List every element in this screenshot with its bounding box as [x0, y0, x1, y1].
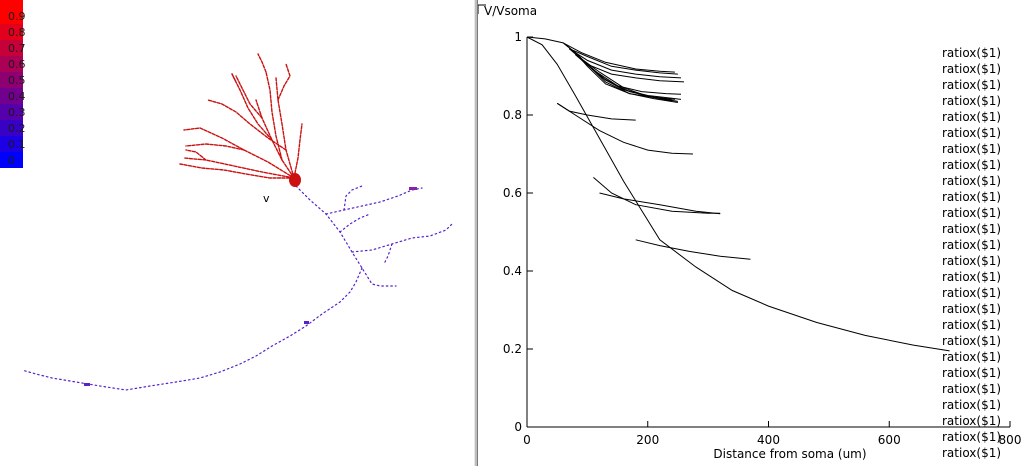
chart-legend: ratiox($1) ratiox($1) ratiox($1) ratiox($1)… — [942, 46, 1001, 460]
color-scale-label: 0.2 — [8, 122, 26, 135]
legend-entry: ratiox($1) — [942, 206, 1001, 220]
series-line-13 — [562, 42, 675, 73]
series-line-1 — [526, 36, 950, 352]
x-tick-label: 200 — [636, 433, 659, 447]
legend-entry: ratiox($1) — [942, 350, 1001, 364]
series-line-11 — [569, 48, 682, 79]
color-scale-swatch — [0, 24, 23, 40]
color-scale-label: 0.8 — [8, 26, 26, 39]
chart-series — [526, 36, 950, 352]
y-tick-label: 0.6 — [503, 186, 522, 200]
x-tick-label: 0 — [523, 433, 531, 447]
color-scale-swatch — [0, 56, 23, 72]
legend-entry: ratiox($1) — [942, 254, 1001, 268]
legend-entry: ratiox($1) — [942, 318, 1001, 332]
legend-entry: ratiox($1) — [942, 222, 1001, 236]
series-line-17 — [578, 56, 672, 102]
legend-entry: ratiox($1) — [942, 46, 1001, 60]
legend-entry: ratiox($1) — [942, 430, 1001, 444]
color-scale-label: 0 — [8, 154, 15, 167]
color-scale-swatch — [0, 40, 23, 56]
graph-panel[interactable]: V/Vsoma 0 200 400 600 800 0 0.2 0.4 0.6 0.8 1 rati… — [477, 0, 1036, 466]
legend-entry: ratiox($1) — [942, 126, 1001, 140]
chart-frame — [477, 4, 486, 14]
series-line-3 — [593, 177, 721, 214]
color-scale-swatch — [0, 88, 23, 104]
color-scale-label: 0.9 — [8, 10, 26, 23]
legend-entry: ratiox($1) — [942, 398, 1001, 412]
y-tick-label: 0 — [514, 420, 522, 434]
variable-label: v — [263, 192, 270, 205]
series-line-9 — [574, 52, 678, 103]
color-scale-label: 0.5 — [8, 74, 26, 87]
legend-entry: ratiox($1) — [942, 366, 1001, 380]
color-scale-swatch — [0, 136, 23, 152]
panel-divider[interactable] — [474, 0, 478, 466]
x-tick-label: 400 — [757, 433, 780, 447]
color-scale-cap — [0, 0, 23, 8]
legend-entry: ratiox($1) — [942, 238, 1001, 252]
color-scale-bar: 0.9 0.8 0.7 0.6 0.5 0.4 0.3 0.2 0.1 0 — [0, 0, 26, 168]
legend-entry: ratiox($1) — [942, 174, 1001, 188]
legend-entry: ratiox($1) — [942, 334, 1001, 348]
legend-entry: ratiox($1) — [942, 270, 1001, 284]
legend-entry: ratiox($1) — [942, 78, 1001, 92]
color-scale-swatch — [0, 8, 23, 24]
legend-entry: ratiox($1) — [942, 286, 1001, 300]
y-tick-label: 1 — [514, 30, 522, 44]
legend-entry: ratiox($1) — [942, 62, 1001, 76]
color-scale-label: 0.6 — [8, 58, 26, 71]
series-line-14 — [574, 54, 682, 95]
series-line-2 — [635, 239, 751, 260]
legend-entry: ratiox($1) — [942, 382, 1001, 396]
shape-plot-panel[interactable]: 0.9 0.8 0.7 0.6 0.5 0.4 0.3 0.2 0.1 0 v — [0, 0, 474, 466]
ratio-distance-chart: V/Vsoma 0 200 400 600 800 0 0.2 0.4 0.6 0.8 1 rati… — [477, 4, 1022, 461]
color-scale-swatch — [0, 104, 23, 120]
legend-entry: ratiox($1) — [942, 142, 1001, 156]
x-axis-label: Distance from soma (um) — [713, 447, 866, 461]
neuron-shape-plot: 0.9 0.8 0.7 0.6 0.5 0.4 0.3 0.2 0.1 0 v — [0, 0, 453, 391]
y-tick-label: 0.2 — [503, 342, 522, 356]
series-line-6 — [556, 102, 636, 121]
legend-entry: ratiox($1) — [942, 190, 1001, 204]
chart-axes: 0 200 400 600 800 0 0.2 0.4 0.6 0.8 1 — [503, 30, 1022, 447]
legend-entry: ratiox($1) — [942, 94, 1001, 108]
color-scale-label: 0.7 — [8, 42, 26, 55]
chart-title: V/Vsoma — [484, 4, 537, 18]
series-line-16 — [587, 63, 675, 100]
series-line-5 — [556, 102, 694, 155]
series-line-12 — [569, 48, 678, 75]
x-tick-label: 600 — [878, 433, 901, 447]
color-scale-label: 0.1 — [8, 138, 26, 151]
x-tick-label: 800 — [999, 433, 1022, 447]
y-tick-label: 0.8 — [503, 108, 522, 122]
legend-entry: ratiox($1) — [942, 446, 1001, 460]
color-scale-swatch — [0, 152, 23, 168]
y-tick-label: 0.4 — [503, 264, 522, 278]
color-scale-label: 0.4 — [8, 90, 26, 103]
series-line-7 — [526, 36, 678, 102]
legend-entry: ratiox($1) — [942, 158, 1001, 172]
legend-entry: ratiox($1) — [942, 302, 1001, 316]
neuron-morphology — [21, 53, 453, 391]
color-scale-label: 0.3 — [8, 106, 26, 119]
legend-entry: ratiox($1) — [942, 414, 1001, 428]
legend-entry: ratiox($1) — [942, 110, 1001, 124]
series-line-4 — [599, 192, 721, 215]
color-scale-swatch — [0, 120, 23, 136]
color-scale-swatch — [0, 72, 23, 88]
